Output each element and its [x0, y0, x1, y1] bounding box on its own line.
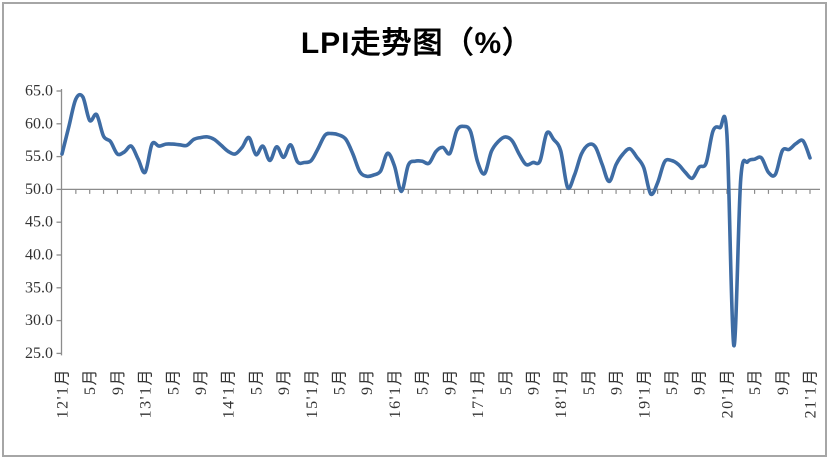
x-axis-label: 9月 — [692, 368, 709, 395]
chart-title: LPI走势图（%） — [300, 27, 534, 60]
x-axis-label: 13'1月 — [138, 368, 155, 418]
x-axis-label: 5月 — [498, 368, 515, 395]
x-axis-label: 9月 — [609, 368, 626, 395]
x-axis-label: 21'1月 — [803, 368, 820, 418]
x-axis-label: 5月 — [82, 368, 99, 395]
x-axis-label: 15'1月 — [304, 368, 321, 418]
x-axis-label: 12'1月 — [55, 368, 72, 418]
x-axis-label: 5月 — [415, 368, 432, 395]
y-axis-label: 60.0 — [25, 115, 53, 132]
x-axis-label: 5月 — [664, 368, 681, 395]
x-axis-label: 5月 — [248, 368, 265, 395]
x-axis-label: 14'1月 — [221, 368, 238, 418]
lpi-series-line — [60, 92, 812, 348]
x-axis-label: 16'1月 — [387, 368, 404, 418]
y-axis-label: 65.0 — [25, 83, 53, 100]
x-axis-label: 19'1月 — [636, 368, 653, 418]
y-axis-label: 30.0 — [25, 312, 53, 329]
x-axis-label: 9月 — [110, 368, 127, 395]
y-axis-label: 40.0 — [25, 247, 53, 264]
y-axis-label: 25.0 — [25, 345, 53, 362]
x-axis-label: 5月 — [747, 368, 764, 395]
x-axis-label: 9月 — [525, 368, 542, 395]
y-axis-label: 45.0 — [25, 214, 53, 231]
x-axis-label: 5月 — [581, 368, 598, 395]
x-axis-label: 9月 — [775, 368, 792, 395]
y-axis-label: 55.0 — [25, 148, 53, 165]
x-axis-label: 9月 — [276, 368, 293, 395]
x-axis-label: 18'1月 — [553, 368, 570, 418]
x-axis-label: 9月 — [442, 368, 459, 395]
y-axis-label: 50.0 — [25, 181, 53, 198]
x-axis-label: 9月 — [359, 368, 376, 395]
x-axis-label: 20'1月 — [719, 368, 736, 418]
x-axis-label: 17'1月 — [470, 368, 487, 418]
x-axis-label: 5月 — [165, 368, 182, 395]
y-axis-label: 35.0 — [25, 279, 53, 296]
chart-frame — [2, 2, 827, 457]
x-axis-label: 5月 — [332, 368, 349, 395]
x-axis-label: 9月 — [193, 368, 210, 395]
